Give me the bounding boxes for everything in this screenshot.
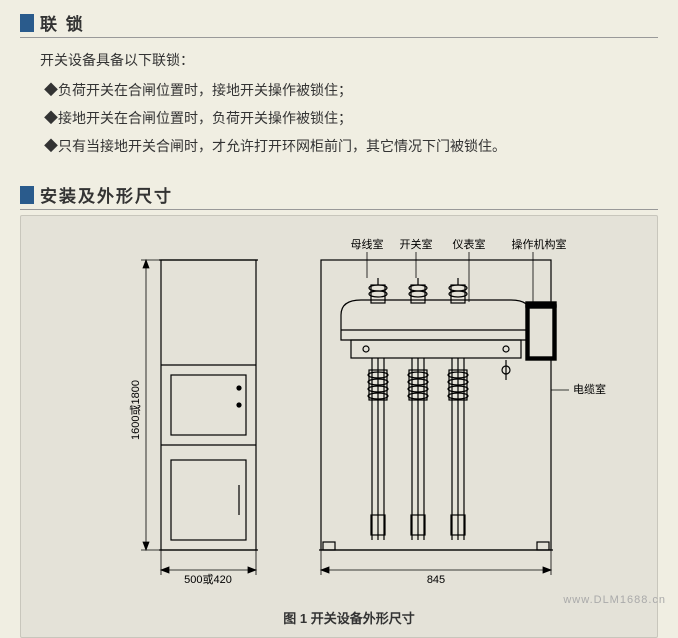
diagram-area: 1600或1800 500或420 [20, 215, 658, 638]
interlock-content: 开关设备具备以下联锁： ◆负荷开关在合闸位置时，接地开关操作被锁住； ◆接地开关… [0, 38, 678, 172]
dim-width-right: 845 [427, 574, 445, 586]
section-header-dimensions: 安装及外形尺寸 [20, 182, 658, 210]
section-marker [20, 186, 34, 204]
label-cable-room: 电缆室 [573, 382, 606, 396]
equipment-diagram: 1600或1800 500或420 [71, 230, 631, 600]
bullet-2: ◆接地开关在合闸位置时，负荷开关操作被锁住； [40, 108, 638, 128]
bullet-3: ◆只有当接地开关合闸时，才允许打开环网柜前门，其它情况下门被锁住。 [40, 136, 638, 156]
intro-text: 开关设备具备以下联锁： [40, 50, 638, 70]
section-title-dimensions: 安装及外形尺寸 [40, 182, 173, 207]
label-instrument-room: 仪表室 [453, 237, 486, 251]
label-switch-room: 开关室 [400, 237, 433, 251]
dim-width-left: 500或420 [184, 573, 232, 586]
label-busbar-room: 母线室 [351, 237, 384, 251]
section-title-interlock: 联 锁 [40, 10, 85, 35]
section-header-interlock: 联 锁 [20, 10, 658, 38]
label-mechanism-room: 操作机构室 [512, 237, 567, 251]
bullet-1: ◆负荷开关在合闸位置时，接地开关操作被锁住； [40, 80, 638, 100]
section-marker [20, 14, 34, 32]
watermark: www.DLM1688.cn [563, 594, 666, 606]
dim-height-left: 1600或1800 [129, 380, 142, 440]
diagram-caption: 图 1 开关设备外形尺寸 [71, 608, 627, 627]
